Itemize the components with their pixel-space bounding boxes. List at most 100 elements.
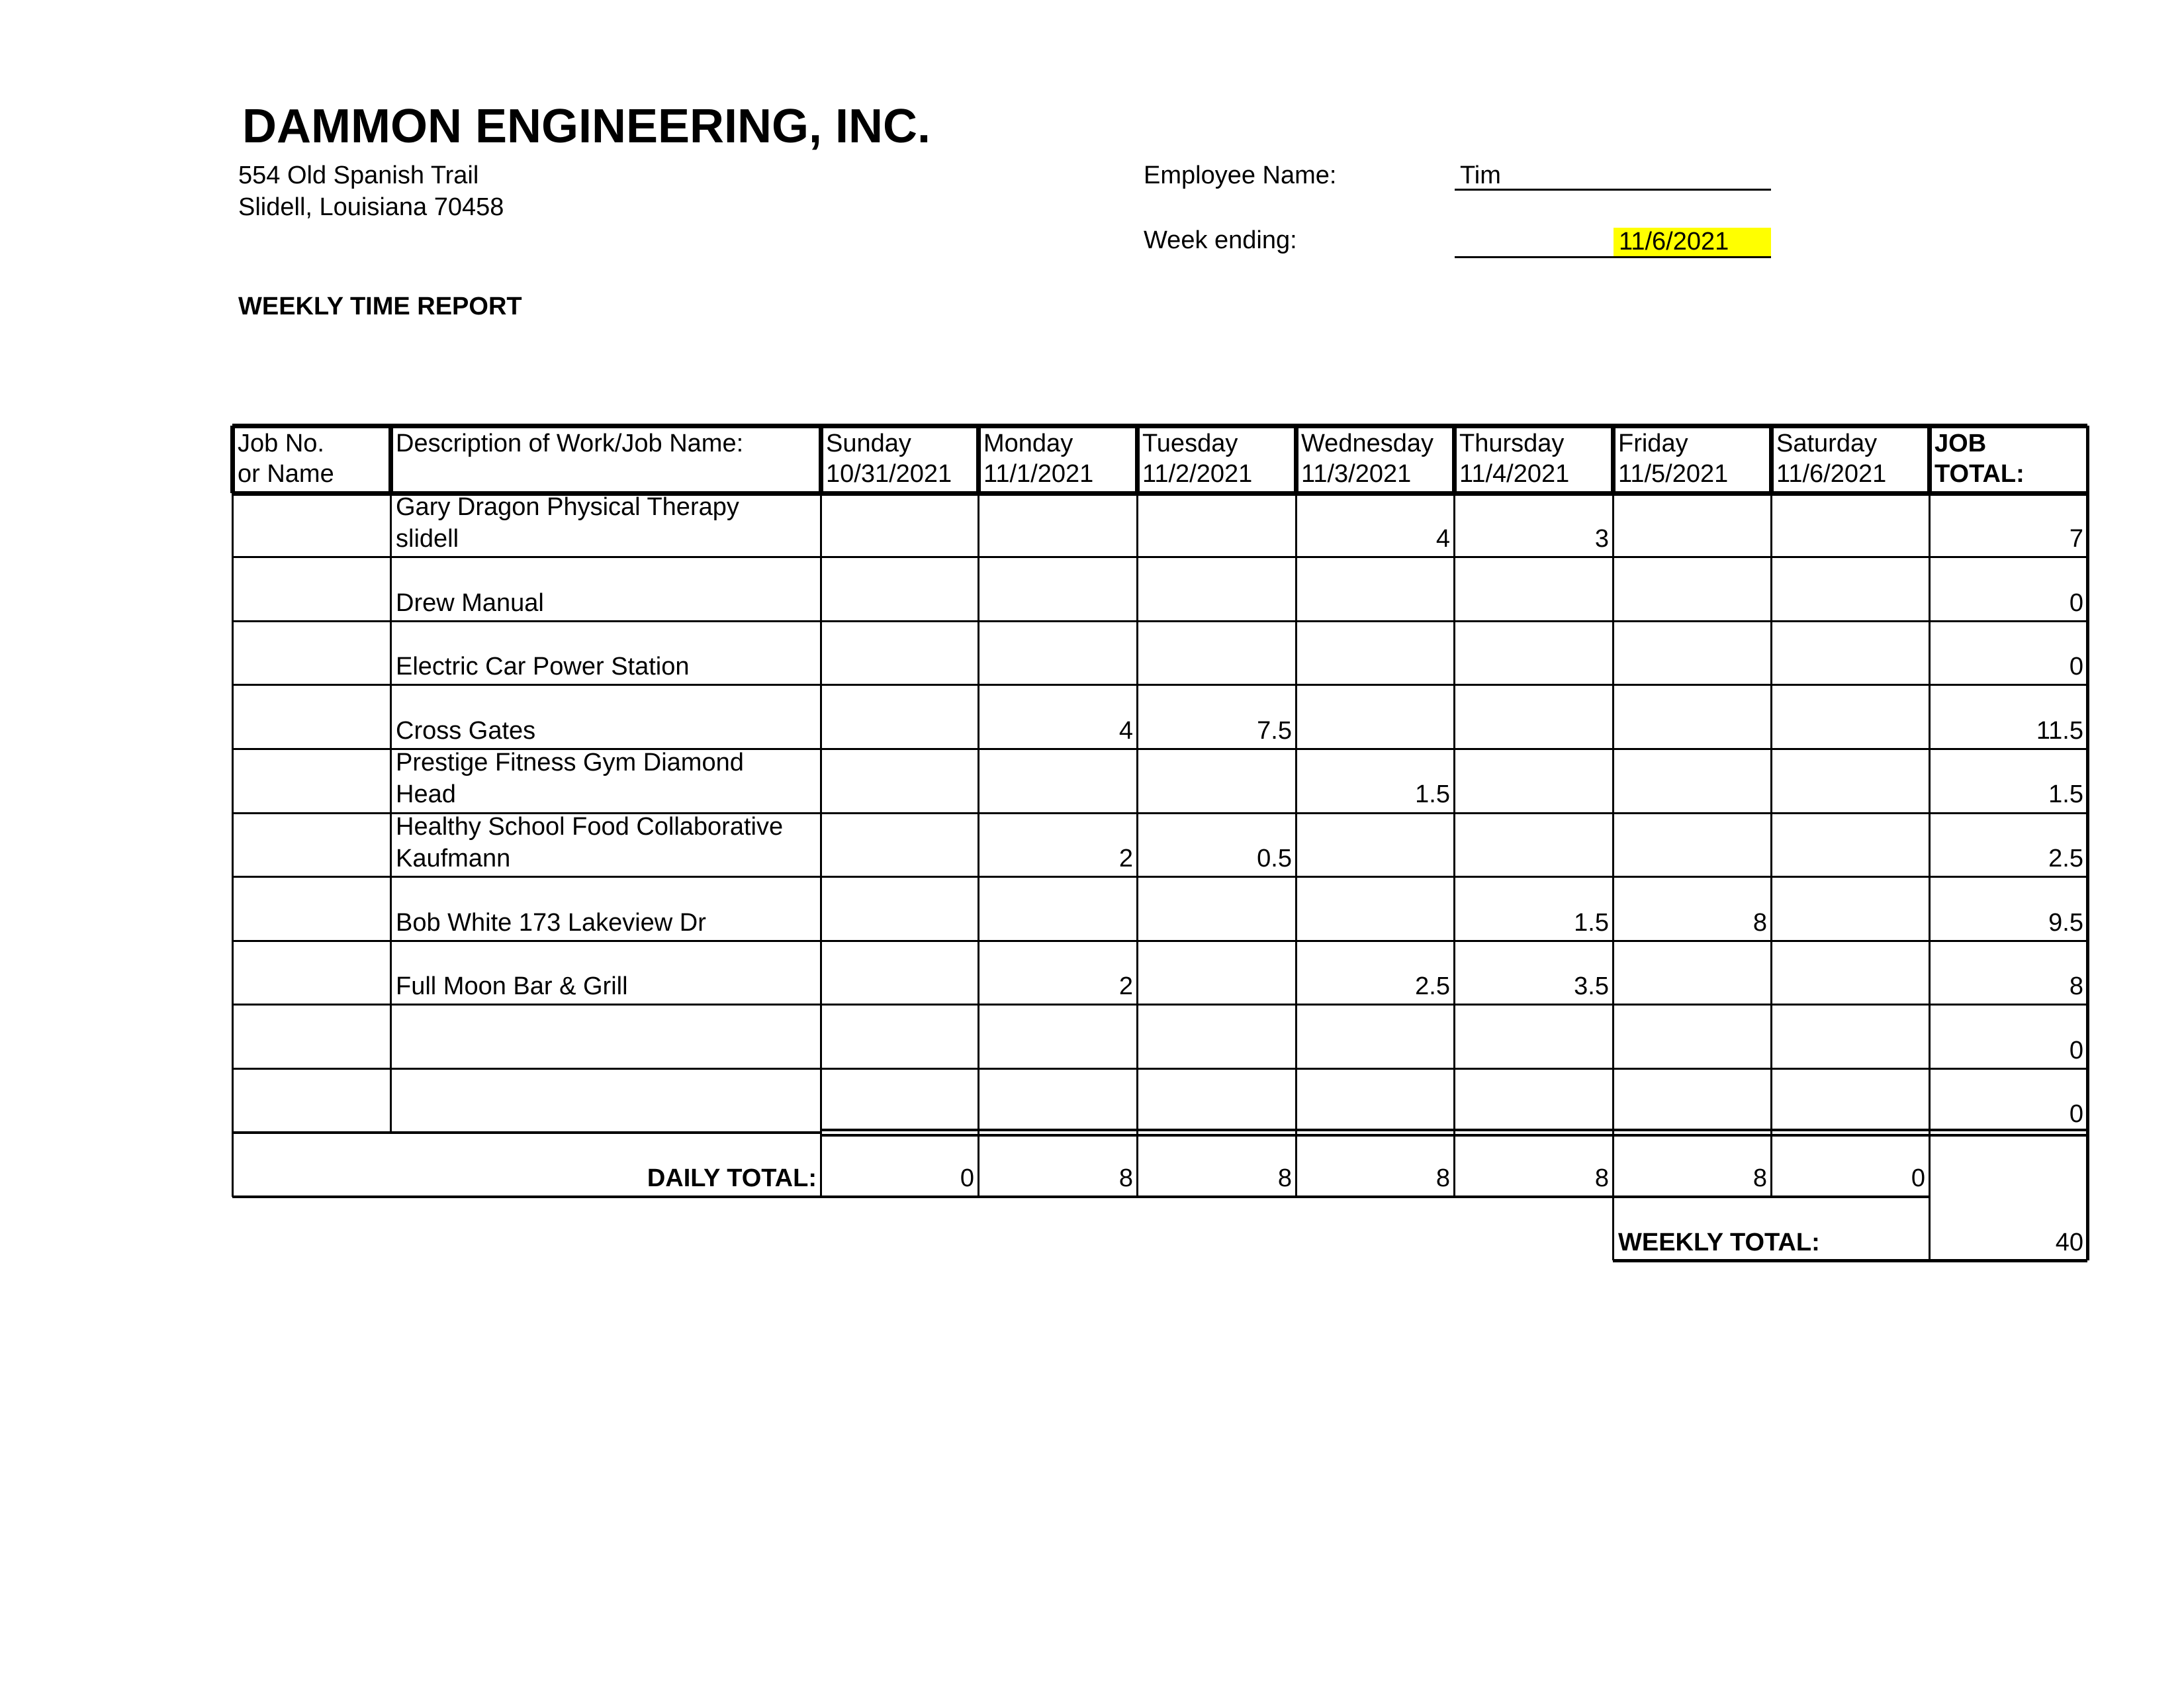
week-ending-field[interactable]: 11/6/2021	[1455, 228, 1771, 258]
hours-cell[interactable]	[1454, 779, 1613, 810]
address-line-1: 554 Old Spanish Trail	[238, 162, 479, 189]
hours-cell[interactable]: 4	[1435, 525, 1450, 553]
job-total-cell: 2.5	[2048, 845, 2083, 872]
hours-cell[interactable]	[821, 971, 978, 1002]
divider	[232, 1131, 821, 1134]
divider	[1610, 426, 1615, 493]
divider	[230, 426, 235, 493]
hours-cell[interactable]	[978, 1035, 1137, 1066]
hours-cell[interactable]	[1613, 779, 1771, 810]
hours-cell[interactable]	[1137, 588, 1296, 618]
hours-cell[interactable]	[978, 588, 1137, 618]
hours-cell[interactable]	[978, 651, 1137, 682]
hours-cell[interactable]	[978, 908, 1137, 938]
hours-cell[interactable]	[821, 779, 978, 810]
hours-cell[interactable]: 0.5	[1257, 845, 1292, 872]
hours-cell[interactable]	[1771, 524, 1929, 554]
hours-cell[interactable]	[978, 1099, 1137, 1129]
hours-cell[interactable]	[1454, 716, 1613, 746]
column-header-sub: 11/5/2021	[1618, 460, 1729, 488]
divider	[232, 684, 2087, 686]
employee-name-field[interactable]: Tim	[1455, 162, 1771, 191]
daily-total-cell: 8	[1435, 1164, 1450, 1192]
job-description-line1	[390, 939, 821, 970]
hours-cell[interactable]	[1137, 908, 1296, 938]
hours-cell[interactable]	[1137, 651, 1296, 682]
hours-cell[interactable]	[1613, 971, 1771, 1002]
daily-total-cell: 0	[1911, 1164, 1925, 1192]
hours-cell[interactable]	[1137, 1035, 1296, 1066]
hours-cell[interactable]	[1454, 651, 1613, 682]
hours-cell[interactable]	[1771, 843, 1929, 874]
hours-cell[interactable]	[1296, 588, 1454, 618]
hours-cell[interactable]	[1454, 588, 1613, 618]
hours-cell[interactable]	[1771, 1099, 1929, 1129]
hours-cell[interactable]	[821, 1035, 978, 1066]
job-number-cell	[232, 686, 390, 717]
hours-cell[interactable]	[821, 843, 978, 874]
hours-cell[interactable]	[1771, 779, 1929, 810]
report-title: WEEKLY TIME REPORT	[238, 293, 522, 320]
divider	[232, 747, 2087, 750]
divider	[1768, 426, 1774, 493]
hours-cell[interactable]	[1296, 651, 1454, 682]
hours-cell[interactable]: 8	[1752, 908, 1767, 937]
hours-cell[interactable]	[821, 908, 978, 938]
hours-cell[interactable]: 2	[1118, 845, 1133, 872]
hours-cell[interactable]: 2.5	[1415, 972, 1450, 1001]
column-header: Job No.	[238, 430, 324, 457]
hours-cell[interactable]	[1296, 1035, 1454, 1066]
hours-cell[interactable]	[1613, 524, 1771, 554]
hours-cell[interactable]: 4	[1118, 716, 1133, 745]
hours-cell[interactable]	[821, 588, 978, 618]
hours-cell[interactable]	[1454, 1035, 1613, 1066]
hours-cell[interactable]	[821, 524, 978, 554]
hours-cell[interactable]	[1771, 651, 1929, 682]
hours-cell[interactable]	[1296, 908, 1454, 938]
column-header-sub: 10/31/2021	[826, 460, 952, 488]
job-description-line1: Healthy School Food Collaborative	[396, 813, 784, 841]
hours-cell[interactable]	[821, 651, 978, 682]
hours-cell[interactable]: 2	[1118, 972, 1133, 1001]
daily-total-cell: 8	[1594, 1164, 1609, 1192]
hours-cell[interactable]	[1771, 1035, 1929, 1066]
hours-cell[interactable]	[1137, 779, 1296, 810]
hours-cell[interactable]	[1771, 908, 1929, 938]
hours-cell[interactable]	[1137, 1099, 1296, 1129]
job-description-line2: Full Moon Bar & Grill	[396, 972, 628, 1001]
hours-cell[interactable]	[821, 716, 978, 746]
hours-cell[interactable]	[1613, 843, 1771, 874]
hours-cell[interactable]	[1454, 843, 1613, 874]
week-ending-label: Week ending:	[1144, 226, 1297, 254]
hours-cell[interactable]	[1454, 1099, 1613, 1129]
hours-cell[interactable]	[978, 779, 1137, 810]
hours-cell[interactable]	[1613, 588, 1771, 618]
divider	[231, 493, 234, 1197]
hours-cell[interactable]	[1296, 1099, 1454, 1129]
hours-cell[interactable]	[1296, 843, 1454, 874]
divider	[232, 939, 2087, 942]
column-header-sub: 11/1/2021	[983, 460, 1094, 488]
hours-cell[interactable]	[1771, 716, 1929, 746]
hours-cell[interactable]: 3.5	[1574, 972, 1609, 1001]
hours-cell[interactable]	[1613, 1035, 1771, 1066]
hours-cell[interactable]	[1613, 1099, 1771, 1129]
job-description-line2: Kaufmann	[396, 845, 511, 872]
hours-cell[interactable]	[821, 1099, 978, 1129]
hours-cell[interactable]: 7.5	[1257, 716, 1292, 745]
hours-cell[interactable]: 1.5	[1415, 780, 1450, 809]
hours-cell[interactable]	[1771, 588, 1929, 618]
hours-cell[interactable]	[1613, 651, 1771, 682]
divider	[389, 493, 392, 1133]
hours-cell[interactable]	[1137, 524, 1296, 554]
hours-cell[interactable]: 1.5	[1574, 908, 1609, 937]
hours-cell[interactable]	[1296, 716, 1454, 746]
hours-cell[interactable]	[1137, 971, 1296, 1002]
divider	[1927, 426, 1932, 493]
hours-cell[interactable]	[1613, 716, 1771, 746]
hours-cell[interactable]	[978, 524, 1137, 554]
divider	[1134, 426, 1140, 493]
hours-cell[interactable]	[1771, 971, 1929, 1002]
hours-cell[interactable]: 3	[1594, 525, 1609, 553]
column-header-sub: TOTAL:	[1934, 460, 2025, 488]
